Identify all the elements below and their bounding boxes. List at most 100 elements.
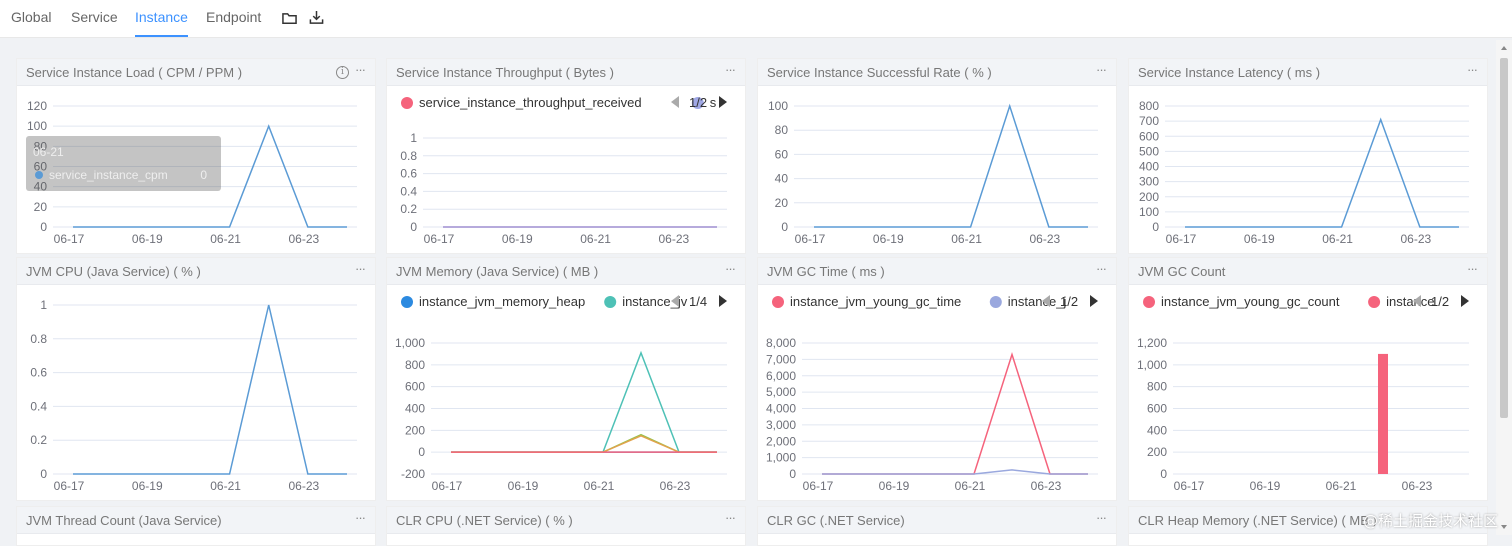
tab-global[interactable]: Global <box>11 8 51 37</box>
y-tick-label: 400 <box>1147 423 1167 437</box>
card-title: CLR CPU (.NET Service) ( % ) <box>396 513 573 528</box>
x-tick-label: 06-19 <box>508 479 539 493</box>
folder-icon[interactable] <box>282 11 297 26</box>
series-line <box>822 354 1088 474</box>
card-header: JVM GC Count ··· <box>1129 258 1487 285</box>
series-line <box>1185 120 1459 227</box>
y-tick-label: 0 <box>1160 467 1167 481</box>
legend-page-label: 1/2 <box>689 95 707 110</box>
y-tick-label: 0 <box>781 220 788 234</box>
y-tick-label: 800 <box>405 358 425 372</box>
y-tick-label: 1,000 <box>766 451 796 465</box>
legend-prev-icon <box>671 96 679 108</box>
card-clr-cpu: CLR CPU (.NET Service) ( % ) ··· <box>386 506 746 546</box>
y-tick-label: 80 <box>775 123 789 137</box>
tab-endpoint[interactable]: Endpoint <box>206 8 261 37</box>
download-icon[interactable] <box>309 10 324 25</box>
more-icon[interactable]: ··· <box>355 510 365 525</box>
x-tick-label: 06-17 <box>795 232 826 246</box>
y-tick-label: 1,000 <box>1137 358 1167 372</box>
tooltip-label: service_instance_cpm <box>49 168 168 182</box>
more-icon[interactable]: ··· <box>725 62 735 77</box>
y-tick-label: 800 <box>1139 99 1159 113</box>
card-title: JVM GC Time ( ms ) <box>767 264 885 279</box>
y-tick-label: 6,000 <box>766 369 796 383</box>
x-tick-label: 06-19 <box>132 479 163 493</box>
y-tick-label: 200 <box>1139 190 1159 204</box>
more-icon[interactable]: ··· <box>725 261 735 276</box>
x-tick-label: 06-17 <box>424 232 455 246</box>
series-line <box>451 353 717 452</box>
more-icon[interactable]: ··· <box>1096 261 1106 276</box>
y-tick-label: 0 <box>418 445 425 459</box>
legend-next-icon <box>719 96 727 108</box>
y-tick-label: 500 <box>1139 144 1159 158</box>
x-tick-label: 06-23 <box>1402 479 1433 493</box>
tooltip-value: 0 <box>200 168 207 182</box>
y-tick-label: 0.8 <box>400 149 417 163</box>
watermark: @稀土掘金技术社区 <box>1363 510 1498 531</box>
tooltip-title: 06-21 <box>33 145 64 159</box>
more-icon[interactable]: ··· <box>725 510 735 525</box>
y-tick-label: 1,200 <box>1137 336 1167 350</box>
y-tick-label: 20 <box>775 196 789 210</box>
legend-label: service_instance_throughput_received <box>419 95 642 110</box>
y-tick-label: 2,000 <box>766 434 796 448</box>
more-icon[interactable]: ··· <box>1467 62 1477 77</box>
y-tick-label: 0.2 <box>30 433 47 447</box>
x-tick-label: 06-21 <box>955 479 986 493</box>
series-line <box>451 436 717 452</box>
tab-service[interactable]: Service <box>71 8 118 37</box>
legend-page-label: 1/2 <box>1060 294 1078 309</box>
x-tick-label: 06-23 <box>1030 232 1061 246</box>
tab-instance[interactable]: Instance <box>135 8 188 37</box>
y-tick-label: 120 <box>27 99 47 113</box>
x-tick-label: 06-21 <box>580 232 611 246</box>
x-tick-label: 06-21 <box>951 232 982 246</box>
x-tick-label: 06-23 <box>289 232 320 246</box>
card-jvm-memory: JVM Memory (Java Service) ( MB ) ··· -20… <box>386 257 746 501</box>
y-tick-label: 0.6 <box>30 366 47 380</box>
more-icon[interactable]: ··· <box>1096 62 1106 77</box>
more-icon[interactable]: ··· <box>1467 261 1477 276</box>
y-tick-label: 20 <box>34 200 48 214</box>
card-header: CLR GC (.NET Service) ··· <box>758 507 1116 534</box>
x-tick-label: 06-21 <box>1326 479 1357 493</box>
series-line <box>73 305 347 474</box>
x-tick-label: 06-23 <box>659 232 690 246</box>
legend-next-icon <box>1461 295 1469 307</box>
legend-label: instance_jvm_young_gc_count <box>1161 294 1340 309</box>
y-tick-label: 0 <box>40 467 47 481</box>
y-tick-label: 3,000 <box>766 418 796 432</box>
x-tick-label: 06-19 <box>1250 479 1281 493</box>
y-tick-label: 1 <box>40 298 47 312</box>
card-title: CLR GC (.NET Service) <box>767 513 905 528</box>
x-tick-label: 06-19 <box>502 232 533 246</box>
card-jvm-thread-count: JVM Thread Count (Java Service) ··· <box>16 506 376 546</box>
more-icon[interactable]: ··· <box>1096 510 1106 525</box>
y-tick-label: 100 <box>1139 205 1159 219</box>
y-tick-label: 5,000 <box>766 385 796 399</box>
card-title: Service Instance Latency ( ms ) <box>1138 65 1320 80</box>
more-icon[interactable]: ··· <box>355 62 365 77</box>
legend-next-icon <box>1090 295 1098 307</box>
y-tick-label: 600 <box>1139 129 1159 143</box>
dashboard-grid: Service Instance Load ( CPM / PPM ) i ··… <box>0 38 1512 535</box>
legend-label: instance <box>1386 294 1434 309</box>
card-header: Service Instance Load ( CPM / PPM ) i ··… <box>17 59 375 86</box>
more-icon[interactable]: ··· <box>355 261 365 276</box>
series-line <box>451 435 717 452</box>
x-tick-label: 06-19 <box>873 232 904 246</box>
y-tick-label: 0 <box>1152 220 1159 234</box>
legend-label: instance_j <box>1008 294 1067 309</box>
info-icon[interactable]: i <box>336 66 349 79</box>
y-tick-label: 300 <box>1139 175 1159 189</box>
legend-marker <box>1143 296 1155 308</box>
scrollbar[interactable] <box>1496 40 1512 535</box>
card-header: Service Instance Throughput ( Bytes ) ··… <box>387 59 745 86</box>
